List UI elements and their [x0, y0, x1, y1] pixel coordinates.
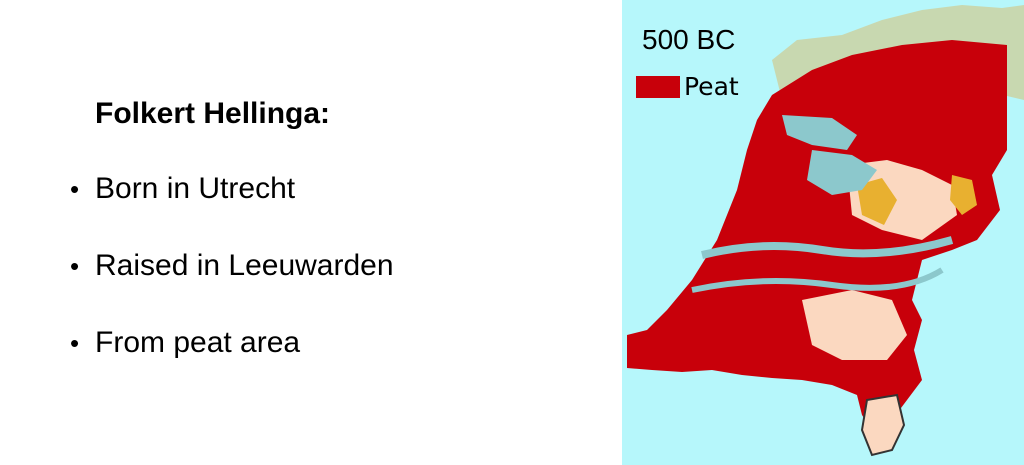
peat-landmass — [627, 40, 1007, 430]
bullet-list: • Born in Utrecht • Raised in Leeuwarden… — [70, 170, 394, 401]
limburg-area — [860, 393, 906, 457]
dune-area — [950, 175, 977, 215]
map-legend: Peat — [636, 72, 739, 101]
bullet-item: • From peat area — [70, 324, 394, 401]
netherlands-peat-map: 500 BC Peat — [622, 0, 1024, 465]
river — [691, 267, 944, 293]
bullet-text: From peat area — [95, 326, 301, 359]
sand-area — [802, 290, 907, 360]
map-year-label: 500 BC — [642, 24, 736, 55]
bullet-text: Raised in Leeuwarden — [95, 249, 394, 282]
bullet-item: • Born in Utrecht — [70, 170, 394, 247]
inland-lake — [807, 150, 877, 195]
bullet-icon: • — [70, 174, 80, 204]
text-column: Folkert Hellinga: • Born in Utrecht • Ra… — [70, 97, 394, 401]
inland-lake — [782, 115, 857, 150]
slide-title: Folkert Hellinga: — [95, 97, 331, 130]
legend-swatch-peat — [636, 75, 680, 98]
bullet-icon: • — [70, 251, 80, 281]
legend-label-peat: Peat — [684, 72, 739, 101]
bullet-text: Born in Utrecht — [95, 172, 296, 205]
bullet-icon: • — [70, 328, 80, 358]
map-graphic — [627, 5, 1024, 457]
dune-area — [857, 178, 897, 225]
bullet-item: • Raised in Leeuwarden — [70, 247, 394, 324]
river — [701, 236, 954, 259]
